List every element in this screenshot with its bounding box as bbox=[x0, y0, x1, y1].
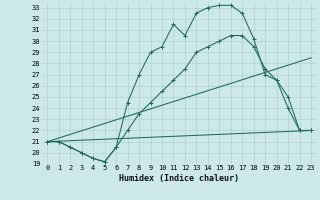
X-axis label: Humidex (Indice chaleur): Humidex (Indice chaleur) bbox=[119, 174, 239, 183]
